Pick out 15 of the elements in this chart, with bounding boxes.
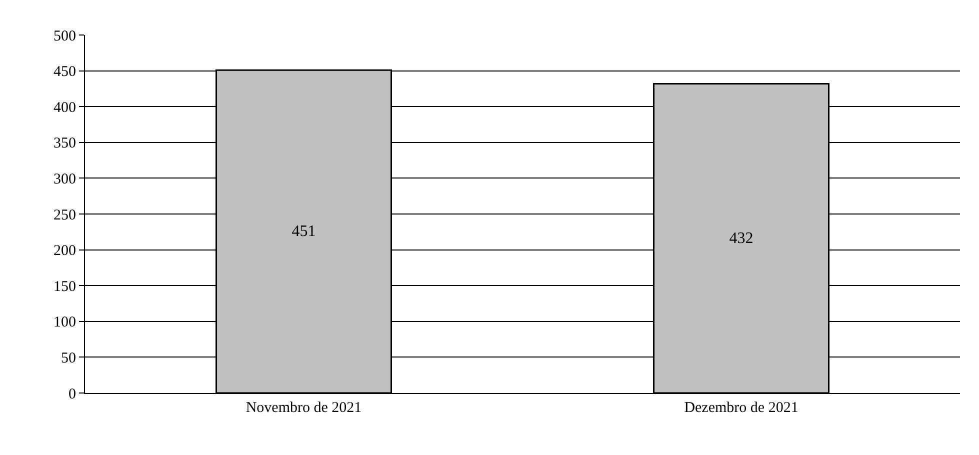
y-tick-label: 100: [54, 314, 76, 331]
y-tick-label: 200: [54, 243, 76, 260]
y-tick-label: 150: [54, 278, 76, 295]
x-tick-label: Novembro de 2021: [246, 400, 362, 416]
y-tick-label: 350: [54, 136, 76, 152]
y-tick-label: 0: [68, 386, 76, 402]
y-tick-label: 450: [54, 64, 76, 80]
data-label: 432: [729, 230, 754, 247]
y-tick-label: 50: [61, 350, 76, 366]
y-tick-label: 300: [54, 171, 76, 188]
y-tick-label: 400: [54, 100, 76, 116]
y-tick-label: 250: [54, 207, 76, 224]
data-label: 451: [292, 223, 316, 240]
x-tick-label: Dezembro de 2021: [684, 400, 798, 416]
y-tick-label: 500: [54, 28, 76, 44]
